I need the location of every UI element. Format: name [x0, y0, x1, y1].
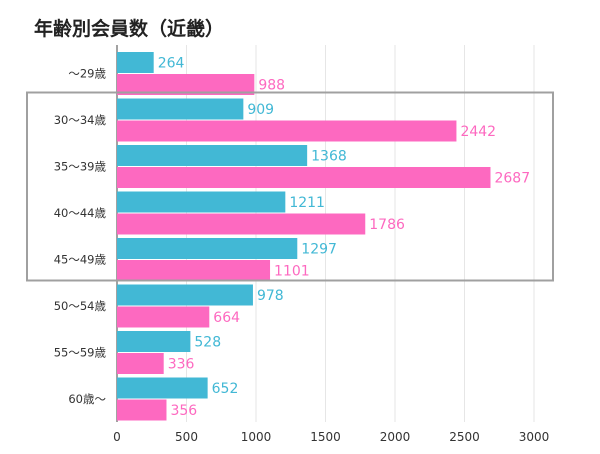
data-label-blue: 1368: [311, 149, 347, 165]
bar-pink: [117, 353, 164, 374]
x-tick-label: 2500: [449, 430, 480, 444]
x-tick-label: 3000: [519, 430, 550, 444]
bar-blue: [117, 191, 286, 213]
bar-blue: [117, 331, 191, 352]
data-label-blue: 264: [158, 56, 185, 72]
x-tick-label: 1500: [310, 430, 341, 444]
bar-blue: [117, 238, 298, 259]
bar-pink: [117, 399, 167, 421]
bar-blue: [117, 284, 253, 306]
category-label: 50～54歳: [54, 299, 107, 313]
category-label: 55～59歳: [54, 345, 107, 359]
bar-pink: [117, 74, 255, 95]
bar-pink: [117, 213, 366, 235]
data-label-pink: 2687: [494, 171, 530, 187]
data-label-blue: 528: [194, 335, 221, 351]
bar-blue: [117, 52, 154, 73]
bar-blue: [117, 377, 208, 399]
bar-pink: [117, 120, 457, 142]
chart-title: 年齢別会員数（近畿）: [34, 18, 225, 40]
data-label-pink: 1101: [274, 264, 310, 280]
data-label-pink: 356: [170, 403, 197, 419]
bar-pink: [117, 260, 271, 281]
category-label: 35～39歳: [54, 159, 107, 173]
data-label-pink: 336: [168, 357, 195, 373]
data-label-pink: 1786: [369, 217, 405, 233]
category-label: 60歳～: [68, 392, 106, 406]
data-label-blue: 909: [247, 102, 274, 118]
x-tick-label: 500: [175, 430, 198, 444]
category-label: ～29歳: [68, 66, 106, 80]
x-tick-label: 1000: [241, 430, 272, 444]
data-label-pink: 664: [213, 310, 240, 326]
data-label-blue: 978: [257, 288, 284, 304]
x-tick-label: 2000: [380, 430, 411, 444]
bar-pink: [117, 167, 491, 188]
category-label: 40～44歳: [54, 206, 107, 220]
highlight-box: [26, 91, 554, 282]
data-label-blue: 652: [212, 381, 239, 397]
data-label-blue: 1297: [301, 242, 337, 258]
category-label: 30～34歳: [54, 113, 107, 127]
data-label-pink: 2442: [460, 124, 496, 140]
bar-blue: [117, 98, 244, 120]
data-label-blue: 1211: [289, 195, 325, 211]
bar-blue: [117, 145, 308, 166]
x-tick-label: 0: [113, 430, 121, 444]
bar-pink: [117, 306, 210, 328]
data-label-pink: 988: [258, 78, 285, 94]
category-label: 45～49歳: [54, 252, 107, 266]
